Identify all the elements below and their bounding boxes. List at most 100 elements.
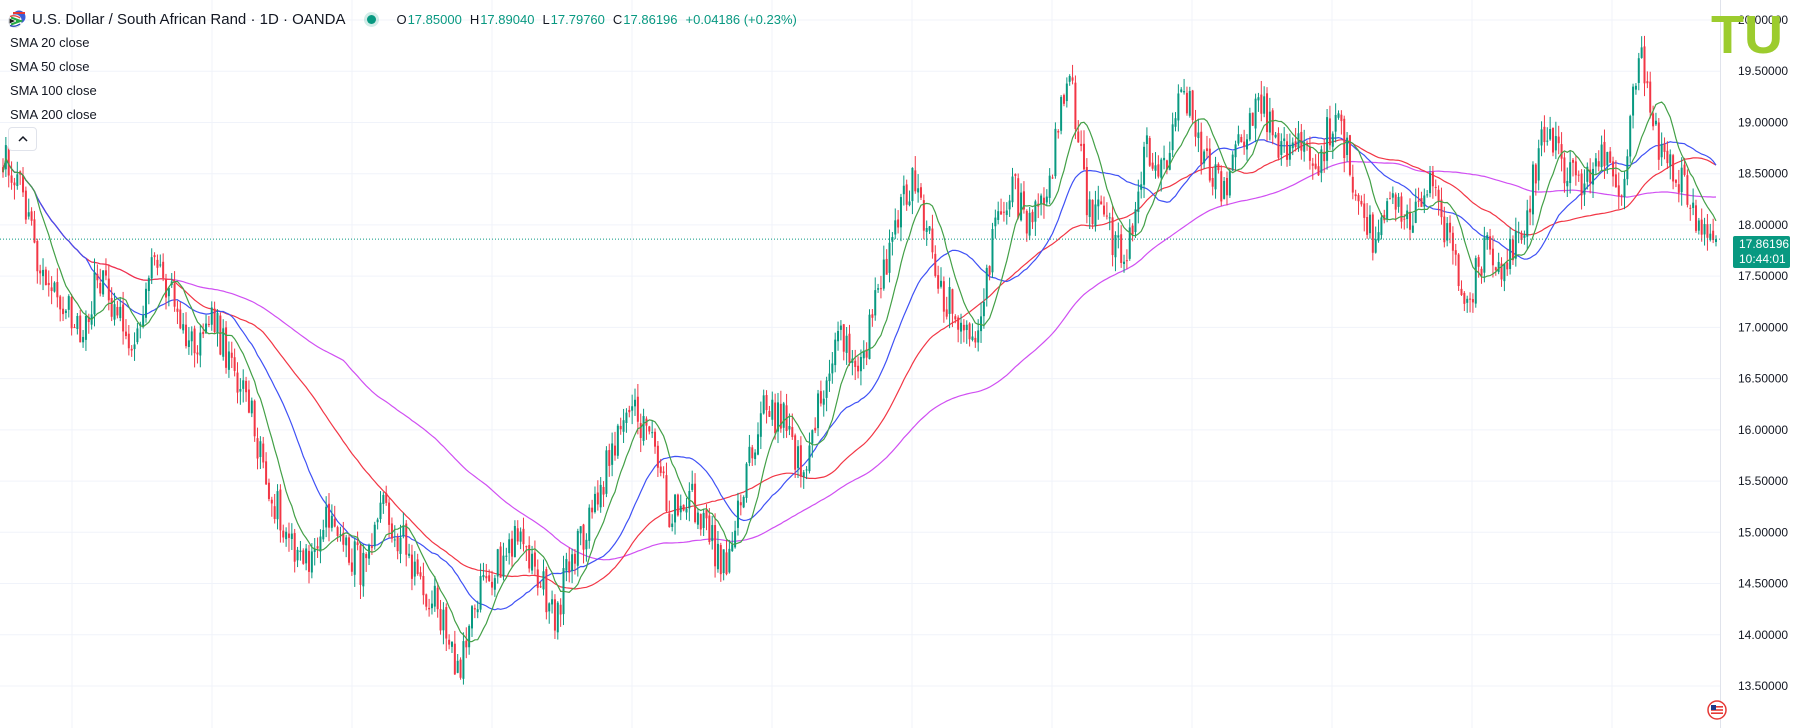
price-axis[interactable]: 13.50000 14.00000 14.50000 15.00000 15.50000… <box>1720 0 1789 728</box>
sma-100-legend[interactable]: SMA 100 close <box>10 83 97 98</box>
candle <box>1657 118 1660 171</box>
candle <box>1400 192 1403 229</box>
candle <box>1205 135 1208 159</box>
candle <box>1609 147 1612 164</box>
bar-countdown: 10:44:01 <box>1739 252 1786 266</box>
candle <box>150 248 153 285</box>
candle <box>425 593 428 611</box>
candle <box>44 266 47 286</box>
candle <box>1163 145 1166 170</box>
candle <box>965 320 968 344</box>
candle <box>879 275 882 299</box>
us-flag-icon[interactable] <box>1707 700 1727 720</box>
candle <box>227 341 230 378</box>
candle <box>708 508 711 545</box>
candle <box>1506 249 1509 276</box>
symbol-title[interactable]: U.S. Dollar / South African Rand · 1D · … <box>32 10 346 28</box>
candle <box>1057 129 1060 139</box>
candle <box>602 481 605 507</box>
candle <box>1351 164 1354 200</box>
candle <box>124 319 127 340</box>
candle <box>994 209 997 239</box>
candle <box>247 380 250 414</box>
candle <box>845 327 848 365</box>
candle <box>385 485 388 506</box>
candle <box>788 413 791 436</box>
candle <box>1643 35 1646 97</box>
candle <box>502 542 505 581</box>
price-tick-label: 17.50000 <box>1738 269 1788 283</box>
candle <box>1694 199 1697 233</box>
candle <box>1194 109 1197 147</box>
candle <box>39 264 42 285</box>
candle <box>79 309 82 343</box>
candle <box>465 627 468 659</box>
candle <box>1551 127 1554 157</box>
candle <box>991 222 994 278</box>
candle <box>350 548 353 576</box>
chevron-up-icon <box>17 135 28 142</box>
candle <box>76 312 79 335</box>
candle <box>282 524 285 543</box>
candle <box>1331 131 1334 159</box>
sma-50-legend[interactable]: SMA 50 close <box>10 59 90 74</box>
candle <box>1589 158 1592 194</box>
sma-20-line <box>2 101 1717 643</box>
candle <box>980 302 983 343</box>
candle <box>1531 161 1534 226</box>
candle <box>1257 92 1260 112</box>
candle <box>1397 192 1400 213</box>
candle <box>776 392 779 444</box>
candle <box>1474 255 1477 308</box>
candle <box>1288 133 1291 166</box>
candle <box>1134 201 1137 238</box>
candle <box>1637 52 1640 91</box>
currency-flags-icon[interactable] <box>8 10 26 28</box>
candle <box>1654 112 1657 126</box>
candle <box>576 528 579 577</box>
candle <box>582 523 585 564</box>
candle <box>242 369 245 403</box>
candle <box>982 288 985 329</box>
candle <box>96 264 99 289</box>
candle <box>802 469 805 489</box>
sma-20-legend[interactable]: SMA 20 close <box>10 35 90 50</box>
sma-200-legend[interactable]: SMA 200 close <box>10 107 97 122</box>
candle <box>937 265 940 294</box>
candle <box>287 522 290 552</box>
candle <box>307 545 310 584</box>
candle <box>328 493 331 542</box>
candle <box>568 547 571 583</box>
candle <box>382 492 385 514</box>
candle <box>1666 141 1669 169</box>
candle <box>1526 199 1529 250</box>
candle <box>187 327 190 355</box>
candle <box>865 342 868 366</box>
candle <box>911 167 914 215</box>
candle <box>1371 212 1374 261</box>
candle <box>759 401 762 450</box>
candle <box>636 383 639 435</box>
candle <box>1088 191 1091 230</box>
candle <box>565 552 568 582</box>
candle <box>654 428 657 454</box>
candle <box>1231 151 1234 172</box>
candle <box>485 563 488 583</box>
candle <box>611 432 614 477</box>
collapse-legend-button[interactable] <box>8 127 37 151</box>
candle <box>1340 110 1343 135</box>
high-value: 17.89040 <box>480 11 535 27</box>
candle <box>974 331 977 348</box>
candle <box>1603 129 1606 179</box>
candle <box>1243 129 1246 155</box>
open-value: 17.85000 <box>407 11 462 27</box>
candle <box>848 324 851 366</box>
candle <box>428 598 431 617</box>
candle <box>1137 179 1140 224</box>
candle <box>1151 152 1154 171</box>
candle <box>136 323 139 345</box>
candle <box>1509 227 1512 275</box>
candle <box>1469 292 1472 313</box>
candle <box>668 500 671 528</box>
